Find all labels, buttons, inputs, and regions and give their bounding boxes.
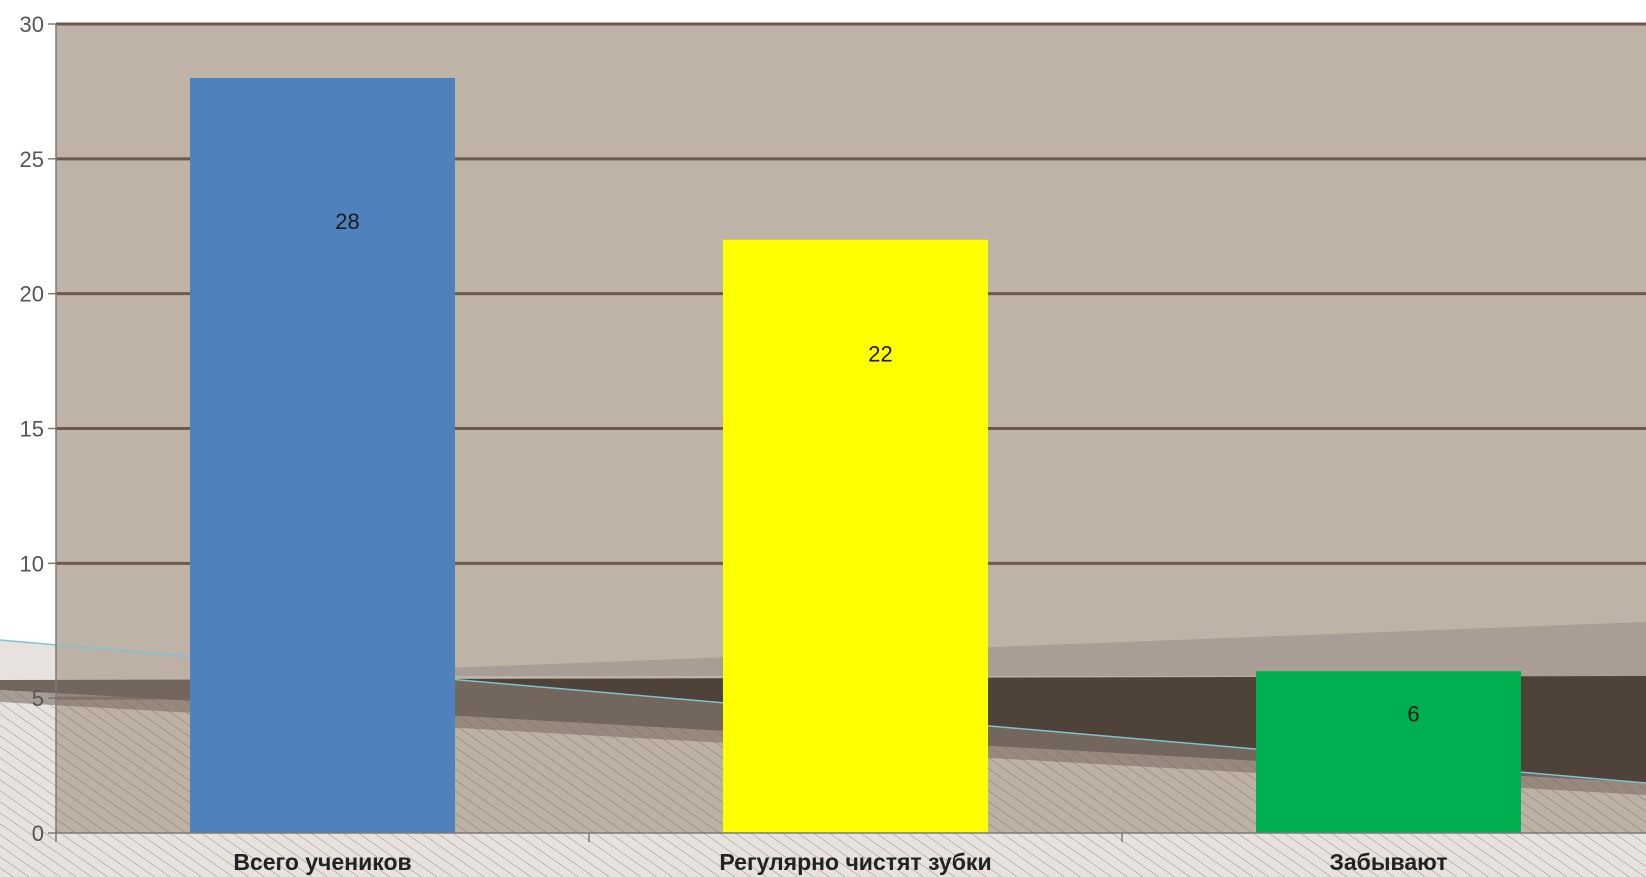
y-tick-label: 25 [20, 147, 44, 172]
x-tick-label: Забывают [1329, 849, 1447, 875]
y-axis-ticks: 0 5 10 15 20 25 30 [20, 12, 56, 846]
x-axis-ticks: Всего учеников Регулярно чистят зубки Забы… [55, 833, 1448, 875]
y-tick-label: 15 [20, 417, 44, 442]
data-labels: 28 22 6 [335, 209, 1419, 726]
bar [1256, 671, 1521, 833]
x-tick-label: Регулярно чистят зубки [719, 849, 991, 875]
data-label: 6 [1407, 701, 1419, 726]
y-tick-label: 30 [20, 12, 44, 37]
bar [190, 77, 455, 833]
y-tick-label: 10 [20, 551, 44, 576]
data-label: 28 [335, 209, 359, 234]
y-tick-label: 20 [20, 282, 44, 307]
y-tick-label: 0 [32, 821, 44, 846]
bars [190, 77, 1521, 833]
data-label: 22 [868, 342, 892, 367]
bar [723, 239, 988, 833]
x-tick-label: Всего учеников [233, 849, 411, 875]
y-tick-label: 5 [32, 686, 44, 711]
